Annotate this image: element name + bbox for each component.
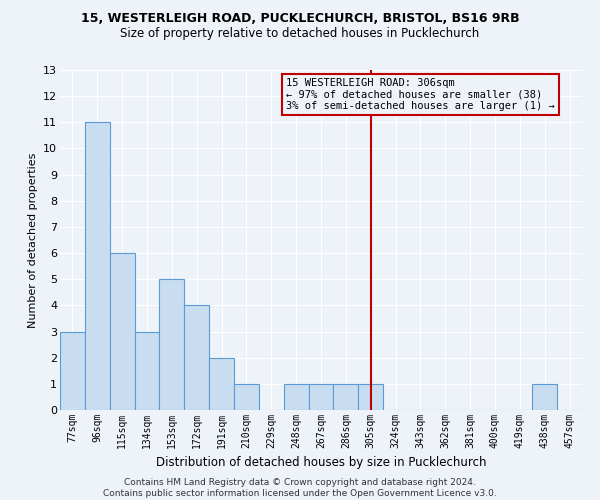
Bar (358, 384, 383, 410)
Bar (184, 306, 209, 410)
Bar (308, 384, 334, 410)
Text: 15, WESTERLEIGH ROAD, PUCKLECHURCH, BRISTOL, BS16 9RB: 15, WESTERLEIGH ROAD, PUCKLECHURCH, BRIS… (80, 12, 520, 26)
Bar (334, 384, 358, 410)
X-axis label: Distribution of detached houses by size in Pucklechurch: Distribution of detached houses by size … (156, 456, 486, 469)
Y-axis label: Number of detached properties: Number of detached properties (28, 152, 38, 328)
Bar (234, 384, 259, 410)
Text: Size of property relative to detached houses in Pucklechurch: Size of property relative to detached ho… (121, 28, 479, 40)
Bar (134, 332, 160, 410)
Bar (284, 384, 308, 410)
Text: 15 WESTERLEIGH ROAD: 306sqm
← 97% of detached houses are smaller (38)
3% of semi: 15 WESTERLEIGH ROAD: 306sqm ← 97% of det… (286, 78, 555, 111)
Bar (110, 253, 134, 410)
Bar (160, 279, 184, 410)
Bar (209, 358, 234, 410)
Bar (60, 332, 85, 410)
Bar (85, 122, 110, 410)
Bar (532, 384, 557, 410)
Text: Contains HM Land Registry data © Crown copyright and database right 2024.
Contai: Contains HM Land Registry data © Crown c… (103, 478, 497, 498)
